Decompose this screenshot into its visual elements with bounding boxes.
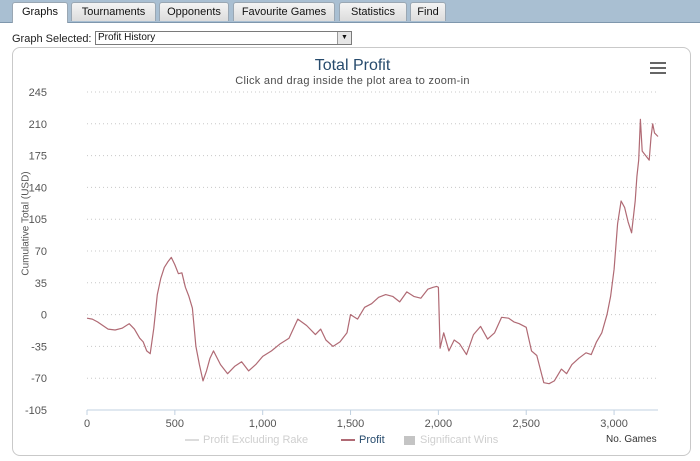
y-tick-label: -105	[25, 405, 47, 417]
x-tick-label: 2,500	[512, 418, 540, 430]
series-layer	[86, 118, 659, 385]
y-tick-label: 35	[35, 278, 47, 290]
chart-axes: 245 210 175 140 105 70 35 0 -35 -70 -105 0 500 1,000 1…	[25, 87, 658, 430]
legend-box-swatch	[404, 435, 415, 445]
chart-panel: 245 210 175 140 105 70 35 0 -35 -70 -105 0 500 1,000 1…	[12, 47, 691, 456]
x-axis-title: No. Games	[606, 434, 657, 445]
tab-find[interactable]: Find	[410, 2, 446, 21]
y-tick-label: 140	[29, 182, 47, 194]
y-tick-label: 245	[29, 87, 47, 99]
y-tick-label: 70	[35, 246, 47, 258]
legend-item-significant-wins[interactable]: Significant Wins	[404, 434, 498, 446]
legend-label: Profit Excluding Rake	[203, 434, 309, 446]
legend-label: Significant Wins	[420, 434, 499, 446]
graph-select-value: Profit History	[98, 32, 156, 43]
tab-statistics[interactable]: Statistics	[339, 2, 407, 21]
y-tick-label: 210	[29, 119, 47, 131]
legend-line-swatch	[341, 439, 355, 442]
legend-line-swatch	[185, 439, 199, 442]
y-tick-label: 0	[41, 310, 47, 322]
y-tick-label: -35	[31, 341, 47, 353]
profit-chart[interactable]: 245 210 175 140 105 70 35 0 -35 -70 -105 0 500 1,000 1…	[13, 48, 692, 457]
tab-opponents[interactable]: Opponents	[159, 2, 229, 21]
series-line-profit	[86, 118, 659, 385]
x-tick-label: 500	[166, 418, 184, 430]
legend-item-profit-excluding-rake[interactable]: Profit Excluding Rake	[185, 434, 308, 446]
graph-select-label: Graph Selected:	[12, 33, 92, 45]
x-tick-label: 0	[84, 418, 90, 430]
chart-title: Total Profit	[314, 57, 391, 74]
legend-item-profit[interactable]: Profit	[341, 434, 385, 446]
tab-tournaments[interactable]: Tournaments	[71, 2, 156, 21]
graph-select-dropdown[interactable]: Profit History ▼	[95, 31, 352, 45]
x-tick-label: 2,000	[425, 418, 453, 430]
x-tick-label: 3,000	[600, 418, 628, 430]
y-tick-label: 105	[29, 214, 47, 226]
hamburger-menu-icon[interactable]	[650, 62, 666, 74]
x-tick-label: 1,000	[249, 418, 277, 430]
y-tick-label: 175	[29, 151, 47, 163]
tab-favourite-games[interactable]: Favourite Games	[233, 2, 335, 21]
tab-bar: Graphs Tournaments Opponents Favourite G…	[0, 0, 700, 23]
x-tick-label: 1,500	[337, 418, 365, 430]
triangle-down-icon[interactable]: ▼	[337, 32, 351, 44]
chart-subtitle: Click and drag inside the plot area to z…	[235, 75, 470, 87]
y-axis-title: Cumulative Total (USD)	[20, 171, 32, 276]
y-tick-label: -70	[31, 373, 47, 385]
grid-lines	[87, 91, 658, 411]
legend-label: Profit	[359, 434, 385, 446]
tab-graphs[interactable]: Graphs	[12, 2, 68, 23]
